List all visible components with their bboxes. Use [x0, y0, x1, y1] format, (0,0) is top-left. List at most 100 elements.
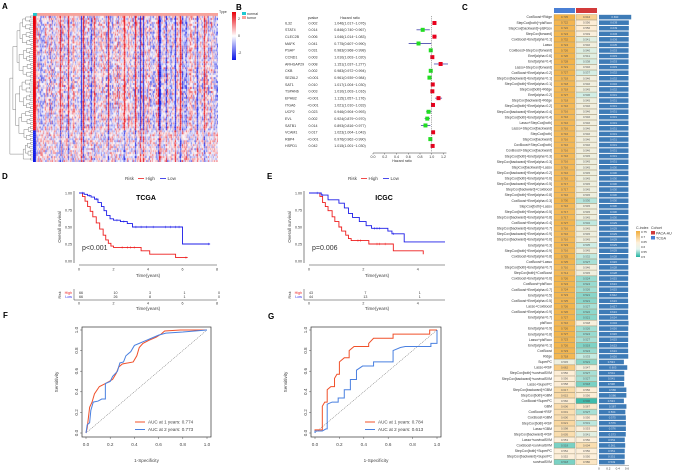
gene-name: HSPD1: [285, 144, 297, 148]
tcga-cindex-cell: [553, 337, 576, 343]
cindex-value: 0.553: [583, 427, 590, 431]
mean-cindex-bar: [599, 393, 627, 398]
x-tick-label: 4: [417, 268, 419, 272]
cindex-value: 0.716: [561, 249, 568, 253]
cindex-value: 0.533: [583, 354, 590, 358]
tcga-cindex-cell: [553, 398, 576, 404]
paca-cindex-cell: [575, 320, 598, 326]
risk-row-label-high: High: [295, 291, 302, 295]
paca-cindex-cell: [575, 153, 598, 159]
gene-pvalue: 0.023: [309, 110, 318, 114]
mean-cindex-bar: [599, 114, 629, 120]
censor-mark: [356, 239, 359, 242]
mean-cindex-bar: [599, 53, 629, 59]
cindex-value: 0.546: [583, 82, 590, 86]
paca-cindex-cell: [575, 403, 598, 410]
cindex-value: 0.527: [583, 371, 590, 375]
x-tick-label: 0.4: [131, 442, 138, 447]
cindex-value: 0.524: [583, 277, 590, 281]
mean-cindex-value: 0.625: [610, 288, 617, 292]
paca-cindex-cell: [575, 131, 598, 137]
cindex-value: 0.604: [583, 443, 590, 447]
cindex-value: 0.716: [561, 165, 568, 169]
paca-cindex-cell: [575, 409, 598, 415]
mean-cindex-value: 0.630: [610, 204, 617, 208]
model-name: Ridge: [543, 355, 552, 359]
tcga-cindex-cell: [553, 403, 576, 410]
model-name: CoxBoost+GBM: [528, 416, 553, 420]
cindex-value: 0.726: [561, 327, 568, 331]
tcga-cindex-cell: [553, 348, 576, 354]
mean-cindex-value: 0.561: [608, 443, 615, 447]
model-name: StepCox[backward]+Enet[alpha=0.2]: [497, 171, 552, 175]
censor-mark: [392, 232, 395, 235]
survival-curve-low: [309, 192, 445, 243]
risk-count: 66: [79, 291, 83, 295]
model-name: Lasso+GBM: [533, 427, 552, 431]
gene-pvalue: 0.010: [309, 83, 318, 87]
cindex-value: 0.727: [561, 315, 568, 319]
gene-hazard-ratio: 0.924(0.879~0.970): [334, 117, 365, 121]
tcga-cindex-cell: [553, 426, 576, 432]
mean-cindex-value: 0.639: [610, 26, 617, 30]
y-tick-label: 0.50: [295, 226, 302, 230]
mean-cindex-value: 0.629: [610, 226, 617, 230]
tcga-cindex-cell: [553, 186, 576, 193]
mean-cindex-value: 0.631: [610, 137, 617, 141]
cindex-row: StepCox[both]+survivalSVM 0.556 0.527 0.541: [510, 370, 625, 376]
cindex-value: 0.724: [561, 43, 568, 47]
mean-cindex-bar: [599, 142, 629, 148]
mean-cindex-bar: [599, 309, 629, 315]
paca-cindex-cell: [575, 353, 598, 360]
tcga-cindex-cell: [553, 225, 576, 232]
mean-cindex-bar: [599, 148, 629, 153]
cindex-value: 0.518: [583, 382, 590, 386]
mean-cindex-value: 0.629: [610, 243, 617, 247]
censor-mark: [140, 225, 143, 229]
mean-cindex-value: 0.538: [608, 382, 615, 386]
cindex-row: CoxBoost+StepCox[both] 0.716 0.546 0.631: [514, 142, 629, 148]
y-tick-label: 0.8: [74, 347, 79, 354]
mean-cindex-value: 0.630: [610, 171, 617, 175]
cindex-value: 0.727: [561, 71, 568, 75]
tcga-cindex-cell: [553, 181, 576, 187]
cindex-row: StepCox[backward]+Ridge 0.718 0.545 0.631: [512, 97, 629, 104]
cindex-value: 0.521: [583, 360, 590, 364]
y-tick-label: 0.2: [74, 409, 79, 416]
mean-cindex-value: 0.633: [610, 54, 617, 58]
paca-cindex-cell: [575, 75, 598, 81]
gene-hazard-ratio: 1.115(1.057~1.176): [334, 96, 365, 100]
gene-pvalue: 0.008: [309, 62, 318, 66]
tcga-cindex-cell: [553, 231, 576, 237]
dendrogram-branch: [29, 86, 33, 90]
cindex-row: StepCox[forward] 0.724 0.549 0.636: [526, 31, 629, 37]
censor-mark: [378, 242, 381, 246]
cindex-row: StepCox[backward] 0.716 0.546 0.631: [523, 136, 629, 143]
mean-cindex-value: 0.631: [610, 121, 617, 125]
dendrogram-branch: [28, 102, 33, 105]
cindex-value: 0.550: [583, 416, 590, 420]
model-name: StepCox[both]+Enet[alpha=0.1]: [505, 82, 552, 86]
paca-cindex-cell: [575, 197, 598, 204]
model-name: StepCox[backward]+Enet[alpha=0.3]: [497, 160, 552, 164]
mean-cindex-value: 0.587: [609, 404, 616, 408]
mean-cindex-bar: [599, 343, 629, 348]
hazard-ratio-marker: [438, 61, 443, 66]
model-name: StepCox[backward]+Enet[alpha=0.7]: [497, 227, 552, 231]
mean-cindex-value: 0.629: [610, 232, 617, 236]
forest-row: CLEC2B 0.006 1.046(1.014~1.083): [285, 34, 437, 39]
paca-cindex-cell: [575, 175, 598, 182]
tcga-cindex-cell: [553, 264, 576, 271]
x-axis-label: 1-Specificity: [364, 458, 389, 463]
model-name: Enet[alpha=0.1]: [528, 343, 552, 347]
cindex-row: StepCox[backward]+Enet[alpha=0.6] 0.716 0.…: [497, 236, 629, 243]
model-name: Lasso+CoxBoost: [526, 304, 552, 308]
cindex-value: 0.716: [561, 204, 568, 208]
cindex-value: 0.545: [583, 232, 590, 236]
plot-title: TCGA: [136, 195, 156, 202]
risk-count: 1: [184, 295, 186, 299]
tcga-cindex-cell: [553, 275, 576, 282]
tcga-cindex-cell: [553, 242, 576, 248]
tcga-cindex-cell: [553, 270, 576, 276]
risk-row-label-high: High: [65, 291, 72, 295]
